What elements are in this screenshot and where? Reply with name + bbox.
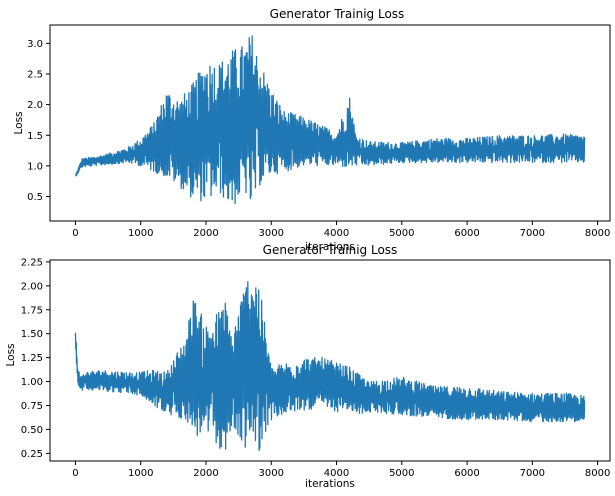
bottom-x-tick-label: 2000 bbox=[193, 468, 218, 479]
bottom-series-line-0 bbox=[74, 281, 586, 452]
bottom-y-tick-label: 1.00 bbox=[21, 377, 43, 388]
top-y-tick-label: 2.0 bbox=[27, 100, 43, 111]
top-y-tick-label: 1.5 bbox=[27, 131, 43, 142]
top-x-tick-label: 5000 bbox=[389, 228, 414, 239]
top-plot-frame bbox=[49, 24, 611, 222]
bottom-x-tick-label: 1000 bbox=[128, 468, 153, 479]
bottom-x-tick-label: 7000 bbox=[520, 468, 545, 479]
top-x-tick-label: 8000 bbox=[585, 228, 610, 239]
bottom-loss-series bbox=[74, 281, 586, 452]
top-x-tick-label: 3000 bbox=[259, 228, 284, 239]
top-x-tick-label: 4000 bbox=[324, 228, 349, 239]
top-series-line-0 bbox=[74, 35, 586, 205]
bottom-x-tick-label: 3000 bbox=[259, 468, 284, 479]
top-loss-series bbox=[74, 35, 586, 205]
bottom-x-tick-label: 5000 bbox=[389, 468, 414, 479]
bottom-y-tick-label: 0.75 bbox=[21, 401, 43, 412]
top-x-tick-label: 1000 bbox=[128, 228, 153, 239]
bottom-y-tick-label: 2.00 bbox=[21, 281, 43, 292]
bottom-y-axis-label: Loss bbox=[5, 343, 17, 366]
bottom-y-tick-label: 1.25 bbox=[21, 353, 43, 364]
bottom-x-tick-label: 0 bbox=[72, 468, 78, 479]
bottom-y-tick-label: 0.25 bbox=[21, 449, 43, 460]
bottom-axis-ticks: 0 1000 2000 3000 4000 5000 6000 7000 8000 0.25 0.5… bbox=[21, 257, 611, 479]
top-x-tick-label: 6000 bbox=[454, 228, 479, 239]
bottom-y-tick-label: 1.50 bbox=[21, 329, 43, 340]
bottom-y-tick-label: 0.50 bbox=[21, 425, 43, 436]
top-plot-title: Generator Trainig Loss bbox=[270, 7, 405, 21]
top-x-tick-label: 2000 bbox=[193, 228, 218, 239]
top-axis-ticks: 0 1000 2000 3000 4000 5000 6000 7000 8000 0.5 1.0 1… bbox=[27, 39, 610, 239]
top-y-tick-label: 0.5 bbox=[27, 192, 43, 203]
bottom-x-tick-label: 4000 bbox=[324, 468, 349, 479]
top-x-tick-label: 7000 bbox=[520, 228, 545, 239]
bottom-y-tick-label: 2.25 bbox=[21, 257, 43, 268]
top-x-tick-label: 0 bbox=[72, 228, 78, 239]
bottom-plot-title: Generator Trainig Loss bbox=[263, 243, 398, 257]
top-x-axis-label: iterations bbox=[305, 241, 355, 253]
bottom-plot-frame bbox=[49, 259, 611, 462]
top-y-tick-label: 3.0 bbox=[27, 39, 43, 50]
top-y-tick-label: 2.5 bbox=[27, 70, 43, 81]
top-subplot: Generator Trainig Loss Loss iterations 0… bbox=[13, 7, 611, 253]
bottom-y-tick-label: 1.75 bbox=[21, 305, 43, 316]
bottom-x-tick-label: 8000 bbox=[585, 468, 610, 479]
bottom-x-axis-label: iterations bbox=[305, 478, 355, 490]
top-y-tick-label: 1.0 bbox=[27, 161, 43, 172]
bottom-x-tick-label: 6000 bbox=[454, 468, 479, 479]
top-y-axis-label: Loss bbox=[13, 111, 25, 134]
bottom-subplot: Generator Trainig Loss Loss iterations 0… bbox=[5, 243, 611, 490]
